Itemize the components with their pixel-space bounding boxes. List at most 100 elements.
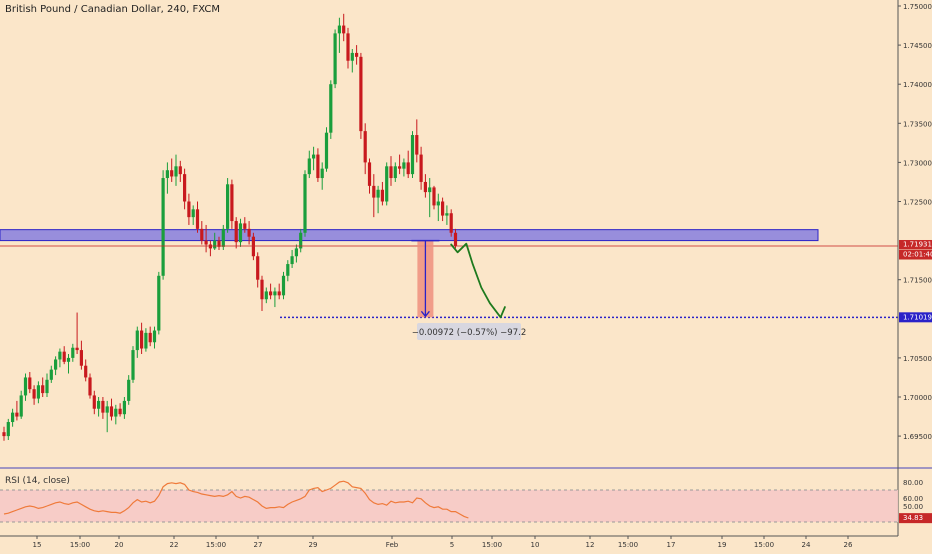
- candle-body: [324, 132, 329, 169]
- candle: [183, 168, 187, 210]
- candle: [307, 150, 311, 179]
- candle-body: [97, 400, 101, 409]
- candle: [36, 381, 40, 404]
- candle: [432, 185, 436, 210]
- candle-body: [234, 221, 238, 243]
- candle: [178, 160, 182, 182]
- price-tick-label: 1.71500: [903, 277, 932, 285]
- candle: [406, 150, 410, 179]
- candle-body: [109, 406, 114, 417]
- candle: [204, 224, 208, 253]
- candle: [2, 426, 6, 441]
- candle: [367, 158, 372, 194]
- candle-body: [277, 291, 281, 296]
- candle: [97, 397, 101, 417]
- candle: [290, 249, 294, 268]
- candle: [45, 373, 49, 397]
- rsi-tick-label: 50.00: [903, 503, 923, 511]
- candle: [286, 260, 290, 282]
- candle: [346, 27, 350, 69]
- price-tick-label: 1.69500: [903, 433, 932, 441]
- candle: [453, 228, 458, 249]
- symbol-title: British Pound / Canadian Dollar, 240, FX…: [5, 4, 220, 15]
- time-tick-label: 29: [309, 541, 318, 549]
- price-tick-label: 1.72500: [903, 199, 932, 207]
- candle-body: [165, 170, 169, 179]
- candle: [260, 275, 264, 311]
- candle-body: [15, 412, 19, 417]
- candle-body: [200, 228, 204, 241]
- price-tick-label: 1.74500: [903, 42, 932, 50]
- rsi-band: [0, 490, 898, 522]
- time-tick-label: 15:00: [70, 541, 90, 549]
- candle: [410, 131, 415, 179]
- rsi-title: RSI (14, close): [5, 476, 70, 486]
- candle-body: [221, 228, 225, 247]
- candle: [316, 148, 320, 182]
- candle: [101, 397, 105, 419]
- candle-body: [333, 33, 337, 85]
- candle-body: [174, 166, 178, 177]
- candle-body: [294, 248, 298, 257]
- candle: [312, 146, 316, 171]
- time-tick-label: 27: [254, 541, 263, 549]
- time-tick-label: 22: [170, 541, 179, 549]
- candle: [187, 193, 191, 225]
- candle: [299, 228, 303, 253]
- candle-body: [127, 379, 131, 401]
- price-tick-label: 1.73000: [903, 159, 932, 167]
- candle-body: [269, 291, 273, 296]
- current-price-badge: 1.71931: [903, 240, 932, 248]
- candle-body: [303, 174, 307, 233]
- candle: [380, 181, 384, 206]
- candle-body: [238, 223, 243, 243]
- candle-body: [260, 279, 264, 300]
- candle: [208, 240, 212, 257]
- candle: [200, 221, 204, 245]
- time-tick-label: Feb: [386, 541, 399, 549]
- candle: [165, 162, 169, 194]
- candle-body: [290, 256, 294, 265]
- candle: [428, 178, 432, 218]
- resistance-zone[interactable]: [0, 229, 819, 242]
- candle: [148, 326, 152, 347]
- candle: [415, 119, 419, 163]
- candle: [445, 205, 449, 225]
- time-tick-label: 20: [115, 541, 124, 549]
- candle: [402, 158, 406, 177]
- candle-body: [75, 347, 79, 351]
- candle: [226, 178, 230, 233]
- candle: [372, 174, 376, 218]
- candle-body: [419, 154, 423, 182]
- candle: [376, 185, 380, 214]
- candle-body: [380, 189, 384, 202]
- time-tick-label: 10: [531, 541, 540, 549]
- projection-path[interactable]: [450, 242, 506, 319]
- candle: [71, 343, 75, 362]
- candle: [6, 418, 10, 441]
- candle: [54, 356, 58, 376]
- candle-body: [118, 408, 122, 415]
- candle-body: [329, 84, 333, 133]
- candle: [161, 170, 165, 280]
- candle: [49, 365, 53, 383]
- candle-body: [191, 209, 195, 218]
- price-tick-label: 1.74000: [903, 81, 932, 89]
- candle-body: [66, 357, 71, 362]
- candle-body: [105, 406, 109, 413]
- candle-body: [367, 162, 372, 186]
- candle-body: [406, 162, 410, 175]
- price-tick-label: 1.75000: [903, 3, 932, 11]
- candle: [19, 390, 23, 419]
- candle: [342, 13, 346, 42]
- time-tick-label: 24: [802, 541, 811, 549]
- candle: [329, 80, 333, 139]
- candle: [174, 154, 178, 186]
- candle: [337, 17, 341, 53]
- candle: [127, 375, 131, 405]
- time-tick-label: 12: [586, 541, 595, 549]
- measure-label-box: [417, 323, 521, 340]
- candle-body: [204, 240, 208, 245]
